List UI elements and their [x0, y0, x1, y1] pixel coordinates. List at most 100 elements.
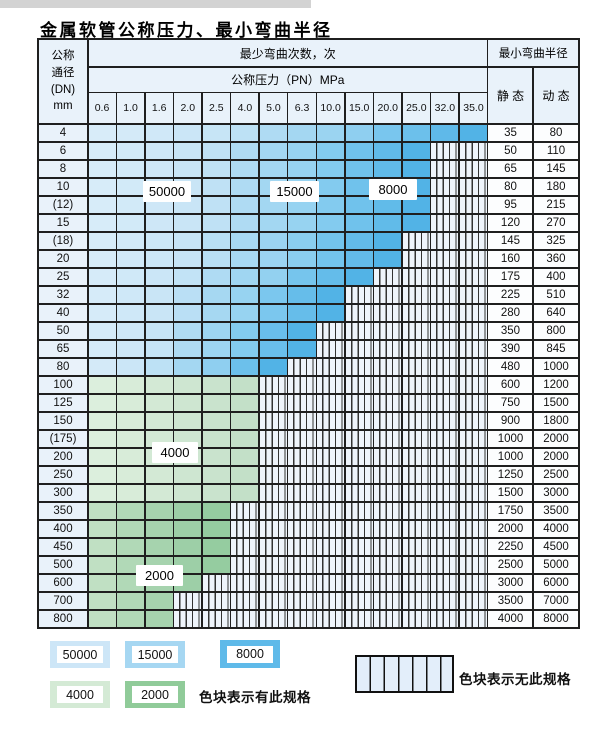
- dynamic-radius-cell: 5000: [533, 556, 578, 573]
- spec-cell: [402, 214, 430, 231]
- spec-cell: [345, 124, 373, 141]
- no-spec-hatch-cell: [374, 376, 402, 393]
- legend-swatch-label: 50000: [57, 646, 103, 663]
- dn-cell: (175): [39, 430, 87, 447]
- spec-cell: [402, 160, 430, 177]
- no-spec-hatch-cell: [231, 556, 259, 573]
- dn-cell: 125: [39, 394, 87, 411]
- spec-cell: [174, 142, 202, 159]
- spec-cell: [117, 304, 145, 321]
- no-spec-hatch-cell: [231, 520, 259, 537]
- no-spec-hatch-cell: [431, 178, 459, 195]
- spec-cell: [259, 358, 287, 375]
- static-radius-cell: 160: [488, 250, 533, 267]
- no-spec-hatch-cell: [431, 610, 459, 627]
- spec-cell: [117, 322, 145, 339]
- static-radius-cell: 175: [488, 268, 533, 285]
- no-spec-hatch-cell: [374, 520, 402, 537]
- no-spec-hatch-cell: [431, 322, 459, 339]
- no-spec-hatch-cell: [459, 214, 487, 231]
- legend-swatch-label: 15000: [132, 646, 178, 663]
- no-spec-hatch-cell: [259, 538, 287, 555]
- no-spec-hatch-cell: [431, 214, 459, 231]
- spec-cell: [88, 160, 116, 177]
- no-spec-hatch-cell: [431, 502, 459, 519]
- no-spec-hatch-cell: [402, 304, 430, 321]
- spec-cell: [202, 538, 230, 555]
- spec-cell: [202, 142, 230, 159]
- spec-cell: [202, 178, 230, 195]
- dn-column-header: 公称 通径 (DN) mm: [39, 40, 87, 123]
- spec-cell: [374, 196, 402, 213]
- no-spec-hatch-cell: [459, 142, 487, 159]
- spec-cell: [145, 250, 173, 267]
- static-radius-cell: 95: [488, 196, 533, 213]
- no-spec-hatch-cell: [374, 466, 402, 483]
- legend-swatch-8000: 8000: [220, 640, 280, 668]
- spec-cell: [117, 484, 145, 501]
- spec-cell: [202, 520, 230, 537]
- spec-cell: [374, 232, 402, 249]
- no-spec-hatch-cell: [459, 394, 487, 411]
- spec-cell: [145, 520, 173, 537]
- spec-cell: [231, 286, 259, 303]
- dn-cell: 10: [39, 178, 87, 195]
- cycles-label-15000: 15000: [270, 181, 319, 202]
- no-spec-hatch-cell: [431, 340, 459, 357]
- spec-cell: [202, 124, 230, 141]
- no-spec-hatch-cell: [374, 304, 402, 321]
- legend-swatch-label: 4000: [57, 686, 103, 703]
- pressure-col-header: 25.0: [402, 93, 430, 123]
- no-spec-hatch-cell: [374, 322, 402, 339]
- spec-cell: [317, 142, 345, 159]
- spec-cell: [88, 232, 116, 249]
- spec-cell: [174, 466, 202, 483]
- spec-cell: [88, 592, 116, 609]
- no-spec-hatch-cell: [317, 376, 345, 393]
- spec-cell: [288, 286, 316, 303]
- static-column-header: 静 态: [488, 67, 533, 123]
- pressure-col-header: 4.0: [231, 93, 259, 123]
- static-radius-cell: 4000: [488, 610, 533, 627]
- no-spec-hatch-cell: [431, 574, 459, 591]
- no-spec-hatch-cell: [288, 484, 316, 501]
- dynamic-radius-cell: 110: [533, 142, 578, 159]
- no-spec-hatch-cell: [259, 394, 287, 411]
- dn-cell: 200: [39, 448, 87, 465]
- spec-cell: [174, 304, 202, 321]
- spec-cell: [288, 232, 316, 249]
- spec-cell: [174, 394, 202, 411]
- spec-cell: [88, 268, 116, 285]
- no-spec-hatch-cell: [259, 592, 287, 609]
- nominal-pressure-header: 公称压力（PN）MPa: [88, 67, 487, 92]
- static-radius-cell: 225: [488, 286, 533, 303]
- dynamic-radius-cell: 325: [533, 232, 578, 249]
- no-spec-hatch-cell: [259, 574, 287, 591]
- spec-cell: [231, 484, 259, 501]
- no-spec-hatch-cell: [288, 448, 316, 465]
- dn-cell: 25: [39, 268, 87, 285]
- cycles-label-2000: 2000: [136, 565, 183, 586]
- no-spec-hatch-cell: [402, 286, 430, 303]
- spec-cell: [145, 124, 173, 141]
- legend-swatch-2000: 2000: [125, 681, 185, 708]
- legend-hatch-swatch: [355, 655, 454, 693]
- no-spec-hatch-cell: [374, 394, 402, 411]
- spec-cell: [317, 178, 345, 195]
- spec-cell: [259, 268, 287, 285]
- spec-cell: [88, 466, 116, 483]
- spec-cell: [117, 214, 145, 231]
- no-spec-hatch-cell: [317, 448, 345, 465]
- no-spec-hatch-cell: [345, 322, 373, 339]
- spec-cell: [145, 286, 173, 303]
- pressure-radius-table: 公称 通径 (DN) mm 最少弯曲次数，次 最小弯曲半径 公称压力（PN）MP…: [37, 38, 580, 629]
- no-spec-hatch-cell: [459, 322, 487, 339]
- no-spec-hatch-cell: [459, 304, 487, 321]
- dn-cell: 350: [39, 502, 87, 519]
- no-spec-hatch-cell: [431, 160, 459, 177]
- no-spec-hatch-cell: [259, 610, 287, 627]
- spec-cell: [202, 304, 230, 321]
- no-spec-hatch-cell: [288, 592, 316, 609]
- legend-swatch-50000: 50000: [50, 641, 110, 668]
- no-spec-hatch-cell: [345, 592, 373, 609]
